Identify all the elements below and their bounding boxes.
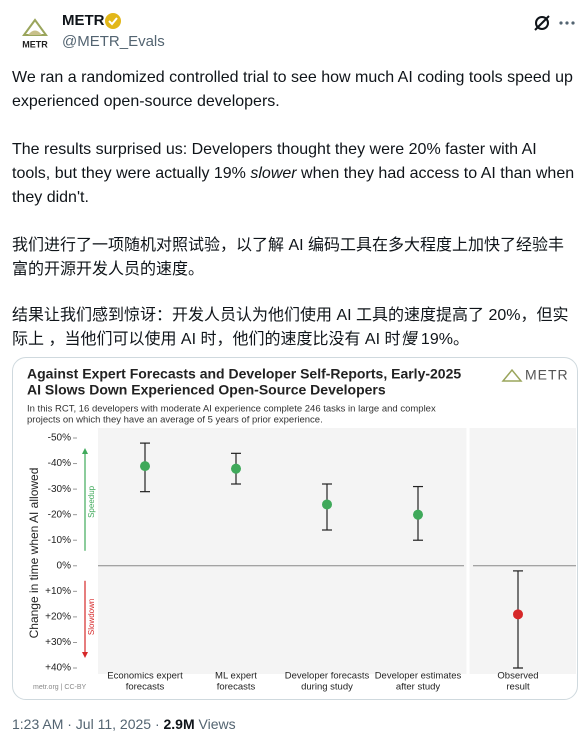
- point: [413, 509, 423, 520]
- chart-title: Against Expert Forecasts and Developer S…: [27, 366, 461, 382]
- view-count: 2.9M: [163, 716, 195, 732]
- slowdown-arrowhead: [82, 652, 88, 658]
- plot-background: [98, 428, 576, 674]
- views-label: Views: [198, 716, 236, 732]
- avatar[interactable]: METR: [12, 10, 58, 56]
- post-meta: 1:23 AM · Jul 11, 2025 · 2.9M Views: [12, 716, 236, 732]
- y-tick-label: +20%: [45, 612, 71, 623]
- speedup-label: Speedup: [87, 485, 96, 518]
- y-tick-label: -50%: [48, 433, 71, 444]
- x-tick-label: forecasts: [126, 682, 165, 693]
- paragraph: We ran a randomized controlled trial to …: [12, 66, 578, 114]
- x-tick-label: Developer estimates: [375, 671, 462, 682]
- chart-title: AI Slows Down Experienced Open-Source De…: [27, 382, 386, 398]
- text-run: slower: [250, 165, 297, 182]
- y-tick-label: -10%: [48, 535, 71, 546]
- grok-icon[interactable]: [533, 14, 551, 32]
- logo-icon: [501, 368, 523, 382]
- text-run: We ran a randomized controlled trial to …: [12, 69, 573, 110]
- media-card[interactable]: Against Expert Forecasts and Developer S…: [12, 357, 578, 700]
- chart-footer: metr.org | CC-BY: [33, 684, 86, 691]
- x-tick-label: result: [506, 682, 530, 693]
- speedup-arrowhead: [82, 448, 88, 454]
- text-run: when they had access to AI than when the…: [12, 165, 575, 206]
- avatar-logo: METR: [22, 18, 48, 49]
- avatar-text: METR: [22, 39, 48, 49]
- text-run: 我们进行了一项随机对照试验，以了解 AI 编码工具在多大程度上加快了经验丰富的开…: [12, 237, 565, 278]
- text-run: The results surprised us: Developers tho…: [12, 141, 537, 182]
- chart: Against Expert Forecasts and Developer S…: [27, 366, 576, 693]
- logo-text: METR: [525, 367, 569, 383]
- x-tick-label: Economics expert: [107, 671, 183, 682]
- y-tick-label: -20%: [48, 509, 71, 520]
- paragraph: 我们进行了一项随机对照试验，以了解 AI 编码工具在多大程度上加快了经验丰富的开…: [12, 234, 578, 282]
- point: [322, 499, 332, 510]
- x-tick-label: Observed: [497, 671, 538, 682]
- x-tick-label: Developer forecasts: [285, 671, 370, 682]
- y-tick-label: +40%: [45, 663, 71, 674]
- y-tick-label: -30%: [48, 484, 71, 495]
- paragraph: The results surprised us: Developers tho…: [12, 138, 578, 210]
- chart-subtitle: projects on which they have an average o…: [27, 415, 323, 426]
- paragraph: 结果让我们感到惊讶：开发人员认为他们使用 AI 工具的速度提高了 20%，但实际…: [12, 304, 578, 352]
- post-text: We ran a randomized controlled trial to …: [12, 66, 578, 374]
- text-run: 慢: [400, 331, 417, 348]
- slowdown-label: Slowdown: [87, 599, 96, 635]
- point: [140, 461, 150, 472]
- point: [231, 463, 241, 474]
- y-tick-label: +30%: [45, 637, 71, 648]
- verified-badge: [105, 13, 121, 29]
- text-run: 19%。: [416, 331, 469, 348]
- x-tick-label: forecasts: [217, 682, 256, 693]
- y-tick-label: +10%: [45, 586, 71, 597]
- handle[interactable]: @METR_Evals: [62, 33, 165, 50]
- point: [513, 609, 523, 620]
- chart-subtitle: In this RCT, 16 developers with moderate…: [27, 404, 436, 415]
- x-tick-label: during study: [301, 682, 353, 693]
- y-tick-label: 0%: [57, 560, 72, 571]
- y-axis-label: Change in time when AI allowed: [27, 468, 41, 639]
- display-name[interactable]: METR: [62, 12, 105, 29]
- x-tick-label: ML expert: [215, 671, 257, 682]
- text-run: 结果让我们感到惊讶：开发人员认为他们使用 AI 工具的速度提高了 20%，但实际…: [12, 307, 569, 348]
- y-tick-label: -40%: [48, 458, 71, 469]
- timestamp: 1:23 AM · Jul 11, 2025 ·: [12, 716, 160, 732]
- more-icon[interactable]: [558, 16, 576, 30]
- x-tick-label: after study: [396, 682, 441, 693]
